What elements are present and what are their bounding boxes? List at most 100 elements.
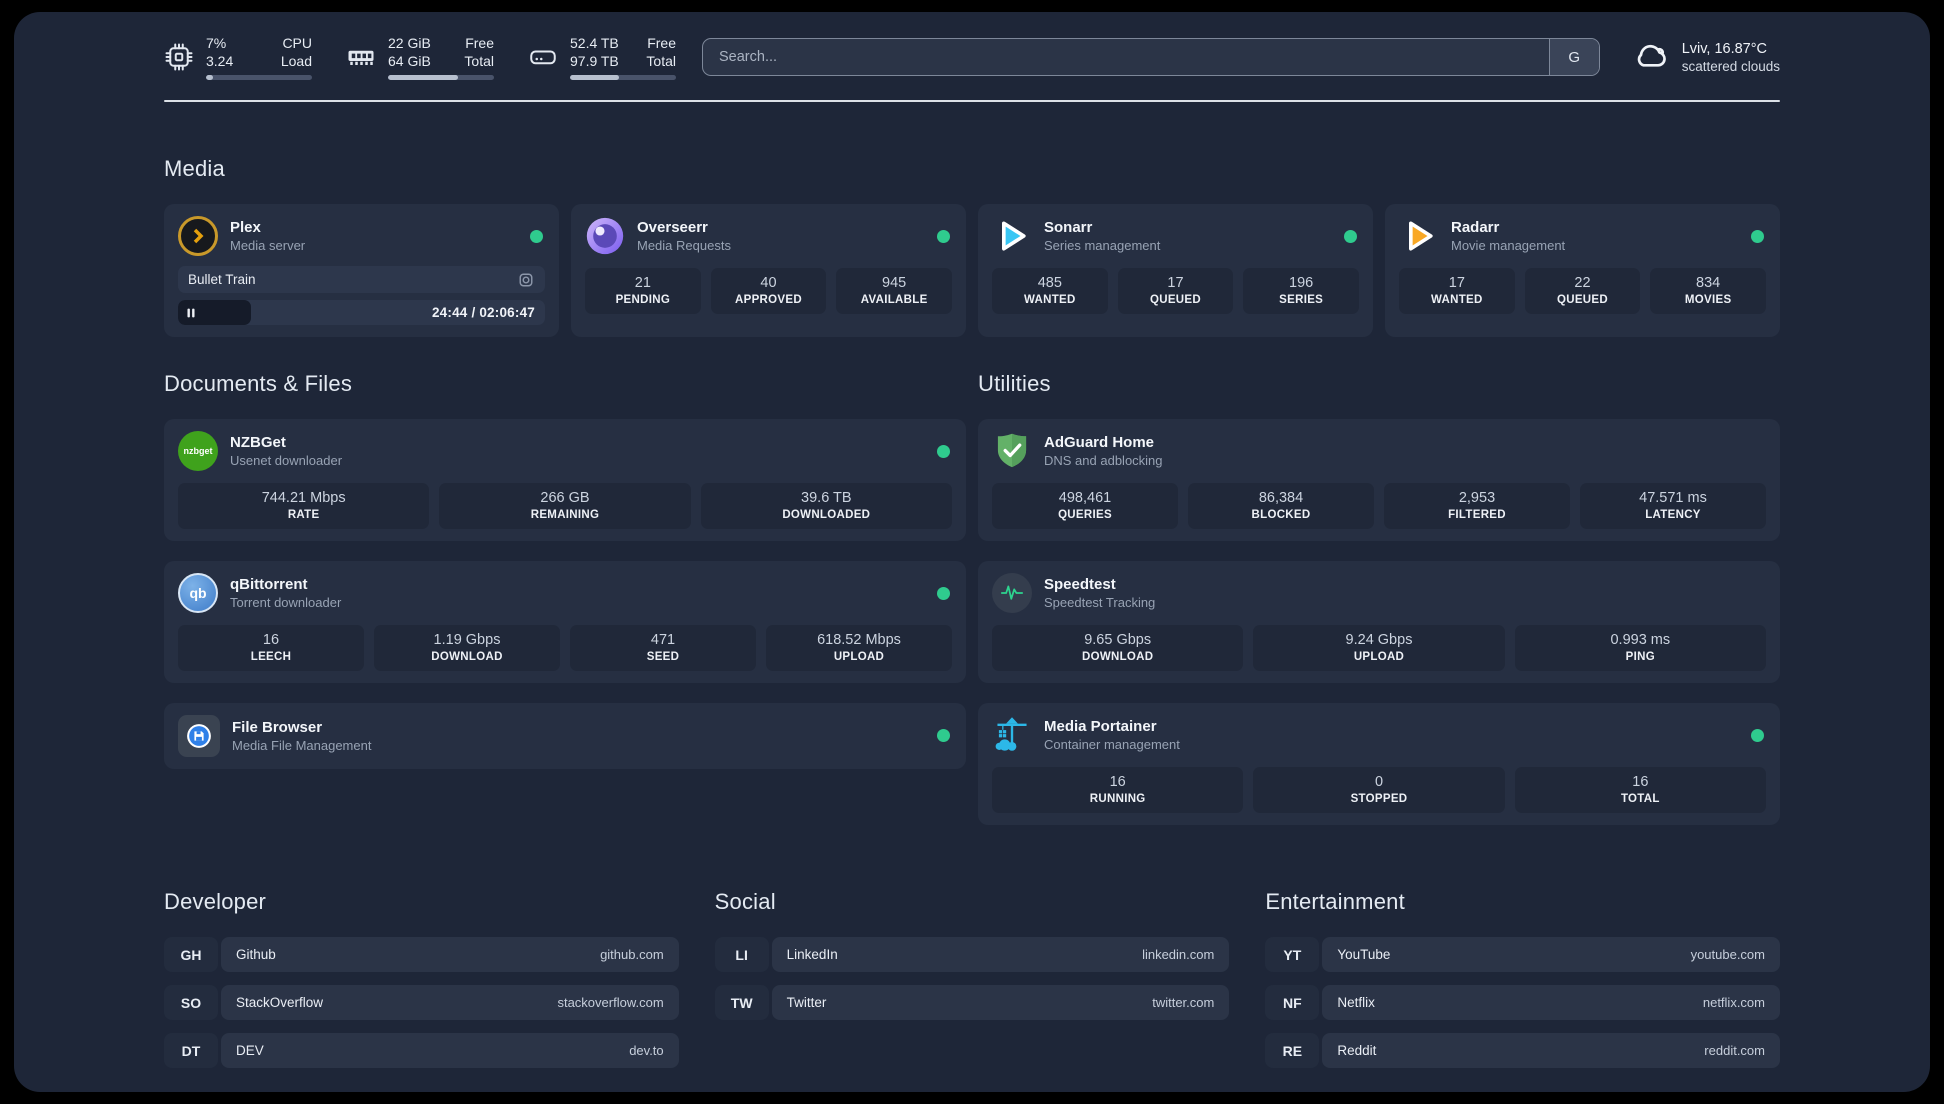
service-name: Radarr xyxy=(1451,219,1500,237)
service-card-portainer[interactable]: Media Portainer Container management 16 … xyxy=(978,703,1780,826)
overseerr-icon xyxy=(585,216,625,256)
bookmark-twitter[interactable]: TW Twitter twitter.com xyxy=(714,985,1230,1021)
stat-seed: 471 SEED xyxy=(570,625,756,672)
bookmark-youtube[interactable]: YT YouTube youtube.com xyxy=(1265,937,1780,973)
bookmark-abbr: YT xyxy=(1265,937,1320,973)
disk-total-label: Total xyxy=(646,53,676,70)
service-card-nzbget[interactable]: nzbget NZBGet Usenet downloader 744.21 M… xyxy=(164,419,966,542)
status-dot xyxy=(937,230,950,244)
stat-movies: 834 MOVIES xyxy=(1650,268,1766,315)
service-name: AdGuard Home xyxy=(1044,434,1155,452)
search-provider-button[interactable]: G xyxy=(1548,39,1599,76)
bookmark-reddit[interactable]: RE Reddit reddit.com xyxy=(1265,1033,1780,1069)
qbittorrent-icon: qb xyxy=(178,573,218,614)
stat-label: LATENCY xyxy=(1645,509,1701,522)
disk-drive-icon xyxy=(528,42,558,72)
bookmark-name: DEV xyxy=(236,1043,264,1059)
status-dot xyxy=(1751,729,1764,743)
cpu-progress-bar xyxy=(206,75,312,81)
status-dot xyxy=(937,729,950,743)
memory-ram-icon xyxy=(346,42,376,72)
stat-label: STOPPED xyxy=(1350,793,1408,806)
stat-label: QUEUED xyxy=(1149,294,1201,307)
service-name: qBittorrent xyxy=(230,576,308,594)
status-dot xyxy=(1344,230,1357,244)
system-stats: 7% 3.24 CPU Load xyxy=(164,34,676,81)
stat-value: 1.19 Gbps xyxy=(433,632,501,649)
stat-value: 744.21 Mbps xyxy=(261,490,346,507)
stat-value: 834 xyxy=(1696,275,1721,292)
cpu-usage-label: CPU xyxy=(282,35,312,51)
service-card-speedtest[interactable]: Speedtest Speedtest Tracking 9.65 Gbps D… xyxy=(978,561,1780,684)
search-bar: G xyxy=(702,38,1600,77)
stat-running: 16 RUNNING xyxy=(992,767,1244,814)
stat-rate: 744.21 Mbps RATE xyxy=(178,483,430,530)
stat-queued: 22 QUEUED xyxy=(1524,268,1641,315)
cpu-load-label: Load xyxy=(280,53,312,70)
bookmark-url: github.com xyxy=(600,947,664,963)
service-card-radarr[interactable]: Radarr Movie management 17 WANTED 22 QUE… xyxy=(1385,204,1780,338)
bookmark-name: StackOverflow xyxy=(236,995,324,1011)
stat-value: 16 xyxy=(1109,774,1126,791)
playback-progress-bar[interactable]: 24:44 / 02:06:47 xyxy=(178,300,545,326)
stat-label: DOWNLOAD xyxy=(431,651,503,664)
bookmark-abbr: TW xyxy=(714,985,769,1021)
stat-value: 86,384 xyxy=(1258,490,1304,507)
stat-label: PENDING xyxy=(615,294,671,307)
stat-download: 9.65 Gbps DOWNLOAD xyxy=(992,625,1244,672)
service-card-filebrowser[interactable]: File Browser Media File Management xyxy=(164,703,966,770)
stat-value: 40 xyxy=(760,275,777,292)
disk-free-label: Free xyxy=(647,35,676,51)
service-card-sonarr[interactable]: Sonarr Series management 485 WANTED 17 Q… xyxy=(978,204,1373,338)
cpu-chip-icon xyxy=(164,42,194,72)
service-card-qbittorrent[interactable]: qb qBittorrent Torrent downloader 16 LEE… xyxy=(164,561,966,684)
stat-label: RUNNING xyxy=(1089,793,1146,806)
section-title-documents: Documents & Files xyxy=(164,371,353,397)
stat-value: 16 xyxy=(262,632,280,649)
stat-value: 196 xyxy=(1289,275,1314,292)
bookmark-linkedin[interactable]: LI LinkedIn linkedin.com xyxy=(714,937,1230,973)
stat-upload: 9.24 Gbps UPLOAD xyxy=(1253,625,1505,672)
stat-value: 17 xyxy=(1448,275,1465,292)
stat-value: 16 xyxy=(1632,774,1649,791)
stat-label: PING xyxy=(1625,651,1655,664)
stat-downloaded: 39.6 TB DOWNLOADED xyxy=(700,483,952,530)
stat-label: WANTED xyxy=(1024,294,1076,307)
weather-location-temp: Lviv, 16.87°C xyxy=(1681,40,1768,57)
disk-widget: 52.4 TB 97.9 TB Free Total xyxy=(528,34,676,81)
stat-blocked: 86,384 BLOCKED xyxy=(1188,483,1374,530)
stat-label: QUERIES xyxy=(1058,509,1112,522)
stat-label: DOWNLOAD xyxy=(1081,651,1154,664)
filebrowser-icon xyxy=(178,715,220,758)
service-card-plex[interactable]: Plex Media server Bullet Train xyxy=(164,204,559,338)
bookmark-abbr: RE xyxy=(1265,1033,1320,1069)
stat-remaining: 266 GB REMAINING xyxy=(439,483,691,530)
bookmark-abbr: SO xyxy=(164,985,218,1021)
bookmark-netflix[interactable]: NF Netflix netflix.com xyxy=(1265,985,1780,1021)
cpu-usage-value: 7% xyxy=(206,35,227,51)
service-card-adguard[interactable]: AdGuard Home DNS and adblocking 498,461 … xyxy=(978,419,1780,542)
stat-value: 266 GB xyxy=(540,490,590,507)
bookmark-url: stackoverflow.com xyxy=(557,995,664,1011)
stat-label: FILTERED xyxy=(1448,509,1506,522)
bookmark-dev[interactable]: DT DEV dev.to xyxy=(164,1033,679,1069)
bookmark-abbr: DT xyxy=(164,1033,218,1069)
service-name: Speedtest xyxy=(1044,576,1116,594)
pause-button[interactable] xyxy=(183,305,199,321)
search-input[interactable] xyxy=(703,39,1549,76)
disk-total-value: 97.9 TB xyxy=(570,53,619,70)
service-description: Usenet downloader xyxy=(230,453,343,469)
stat-value: 471 xyxy=(650,632,676,649)
memory-widget: 22 GiB 64 GiB Free Total xyxy=(346,34,494,81)
cpu-load-value: 3.24 xyxy=(206,53,234,70)
bookmark-url: linkedin.com xyxy=(1142,947,1215,963)
stat-value: 21 xyxy=(634,275,651,292)
bookmark-github[interactable]: GH Github github.com xyxy=(164,937,679,973)
stat-value: 498,461 xyxy=(1058,490,1112,507)
service-name: NZBGet xyxy=(230,434,286,452)
stat-leech: 16 LEECH xyxy=(178,625,364,672)
top-bar: 7% 3.24 CPU Load xyxy=(164,34,1780,81)
section-title-social: Social xyxy=(714,889,776,915)
bookmark-stackoverflow[interactable]: SO StackOverflow stackoverflow.com xyxy=(164,985,679,1021)
service-card-overseerr[interactable]: Overseerr Media Requests 21 PENDING 40 A… xyxy=(571,204,966,338)
